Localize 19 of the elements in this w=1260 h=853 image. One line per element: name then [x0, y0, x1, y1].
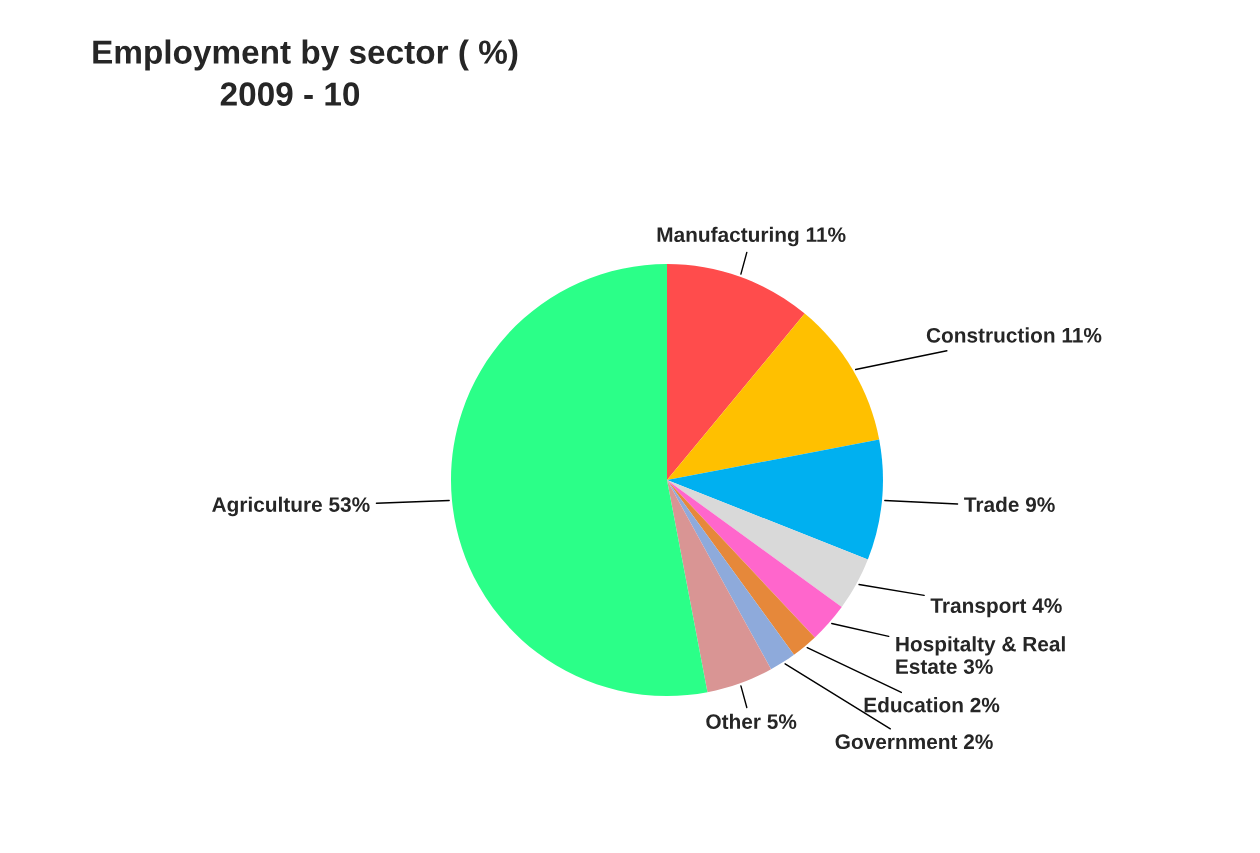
pie-slice	[667, 313, 880, 480]
slice-label: Agriculture 53%	[212, 496, 370, 517]
slice-label: Manufacturing 11%	[657, 226, 846, 247]
pie-slice	[667, 439, 883, 560]
slice-label: Transport 4%	[930, 598, 1062, 618]
chart-title: Employment by sector ( %)	[93, 39, 518, 71]
pie-slice	[667, 480, 868, 607]
slice-label: Other 5%	[706, 713, 797, 730]
slice-label: Government 2%	[835, 734, 993, 750]
pie-slice	[667, 480, 772, 693]
pie-slice	[667, 480, 842, 638]
slice-label: Trade 9%	[964, 496, 1055, 513]
pie-slice	[667, 480, 794, 670]
pie-slice	[667, 264, 805, 480]
chart-subtitle: 2009 - 10	[220, 82, 360, 106]
slice-label: Education 2%	[864, 697, 1000, 713]
slice-label: Hospitalty & Real Estate 3%	[896, 636, 1065, 674]
pie-slice	[451, 264, 708, 696]
slice-label: Construction 11%	[926, 327, 1102, 343]
